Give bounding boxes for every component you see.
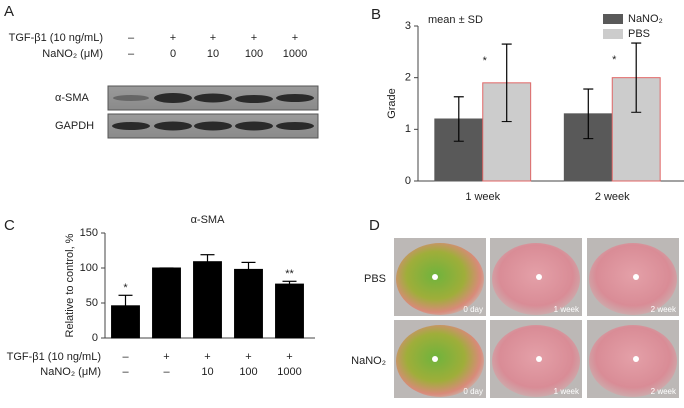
- highlight: [432, 356, 438, 362]
- time-label: 0 day: [463, 305, 483, 314]
- row-value: –: [128, 48, 135, 60]
- eye: [589, 243, 677, 315]
- band-label: GAPDH: [55, 120, 94, 132]
- significance: *: [612, 54, 617, 66]
- x-tick-label: 1000: [277, 366, 301, 378]
- highlight: [633, 274, 639, 280]
- chart-title: α-SMA: [191, 214, 226, 226]
- significance: *: [483, 55, 488, 67]
- y-tick-label: 1: [405, 123, 411, 135]
- time-label: 2 week: [651, 305, 677, 314]
- eye: [492, 325, 580, 397]
- x-tick-label: –: [122, 366, 129, 378]
- x-tick-label: –: [122, 351, 129, 363]
- panel-letter: B: [371, 6, 381, 23]
- y-tick-label: 0: [92, 332, 98, 344]
- x-tick-label: +: [245, 351, 251, 363]
- panel-letter: C: [4, 217, 15, 234]
- x-tick-label: –: [163, 366, 170, 378]
- time-label: 2 week: [651, 387, 677, 396]
- x-tick-label: 1 week: [465, 191, 500, 203]
- bar: [234, 268, 263, 339]
- highlight: [536, 274, 542, 280]
- legend-swatch: [603, 29, 623, 39]
- row-value: 10: [207, 48, 219, 60]
- y-axis-label: Relative to control, %: [64, 233, 76, 337]
- significance: *: [123, 282, 128, 294]
- panel-letter: D: [369, 217, 380, 234]
- legend-label: PBS: [628, 28, 650, 40]
- x-tick-label: +: [163, 351, 169, 363]
- bar: [193, 261, 222, 339]
- row-value: +: [251, 32, 257, 44]
- y-tick-label: 0: [405, 175, 411, 187]
- bar: [152, 267, 181, 339]
- x-tick-label: +: [286, 351, 292, 363]
- panel-letter: A: [4, 3, 14, 20]
- y-tick-label: 100: [80, 262, 98, 274]
- row-label: PBS: [364, 273, 386, 285]
- row-value: 100: [245, 48, 263, 60]
- eye: [396, 243, 484, 315]
- time-label: 0 day: [463, 387, 483, 396]
- row-label: NaNO₂ (μM): [40, 366, 101, 378]
- y-tick-label: 3: [405, 20, 411, 32]
- legend-swatch: [603, 14, 623, 24]
- significance: **: [285, 268, 294, 280]
- row-label: TGF-β1 (10 ng/mL): [9, 32, 103, 44]
- eye: [492, 243, 580, 315]
- time-label: 1 week: [554, 387, 580, 396]
- x-tick-label: 2 week: [595, 191, 630, 203]
- row-value: +: [210, 32, 216, 44]
- row-value: –: [128, 32, 135, 44]
- highlight: [633, 356, 639, 362]
- bar: [111, 305, 140, 339]
- row-value: +: [170, 32, 176, 44]
- bar: [275, 283, 304, 339]
- x-tick-label: 10: [201, 366, 213, 378]
- row-label: NaNO₂ (μM): [42, 48, 103, 60]
- legend-label: NaNO₂: [628, 13, 663, 25]
- row-label: NaNO₂: [351, 355, 386, 367]
- y-axis-label: Grade: [386, 88, 398, 119]
- eye: [589, 325, 677, 397]
- highlight: [432, 274, 438, 280]
- y-tick-label: 150: [80, 227, 98, 239]
- y-tick-label: 2: [405, 72, 411, 84]
- y-tick-label: 50: [86, 297, 98, 309]
- row-value: 0: [170, 48, 176, 60]
- row-label: TGF-β1 (10 ng/mL): [7, 351, 101, 363]
- x-tick-label: 100: [239, 366, 257, 378]
- eye: [396, 325, 484, 397]
- row-value: +: [292, 32, 298, 44]
- row-value: 1000: [283, 48, 307, 60]
- x-tick-label: +: [204, 351, 210, 363]
- blot-bands: [112, 93, 314, 131]
- annotation: mean ± SD: [428, 14, 483, 26]
- band-label: α-SMA: [55, 92, 90, 104]
- time-label: 1 week: [554, 305, 580, 314]
- highlight: [536, 356, 542, 362]
